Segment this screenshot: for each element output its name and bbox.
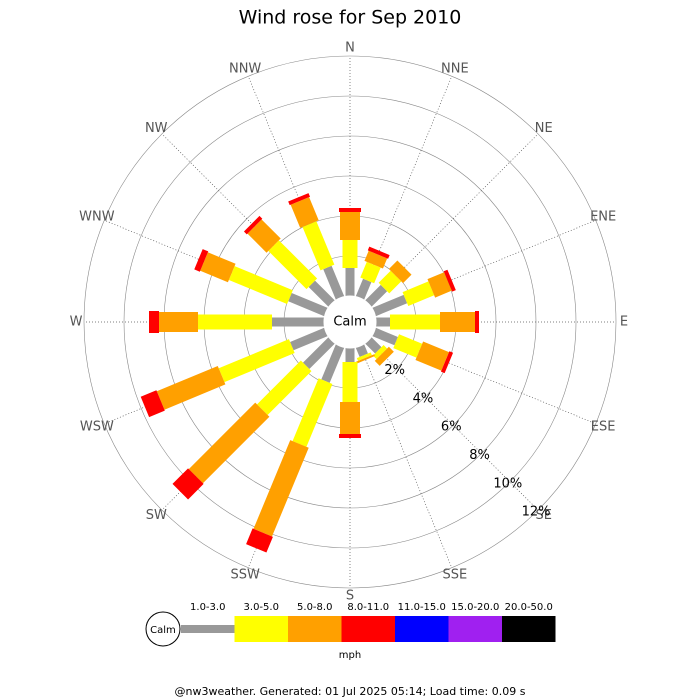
bar-segment [378, 270, 402, 294]
bar-segment [200, 252, 236, 283]
direction-label: NNE [441, 61, 469, 76]
direction-label: N [345, 41, 355, 56]
bar-segment [288, 292, 328, 317]
direction-label: SW [146, 508, 167, 523]
bar-segment [188, 402, 270, 484]
bar-segment [246, 528, 273, 553]
direction-label: WSW [80, 419, 114, 434]
bar-segment [218, 339, 295, 383]
footer: @nw3weather. Generated: 01 Jul 2025 05:1… [175, 685, 526, 698]
bar-segment [172, 468, 204, 500]
bar-segment [290, 327, 328, 351]
legend-swatch [288, 616, 342, 642]
r-tick-label: 2% [384, 363, 405, 378]
bar-segment [372, 327, 398, 346]
bar-segment [156, 365, 226, 410]
bar-segment [355, 278, 372, 300]
bar-segment [268, 240, 318, 290]
grid-ring [123, 95, 577, 549]
direction-label: ESE [591, 419, 616, 434]
r-tick-label: 10% [493, 476, 522, 491]
bar-segment [257, 360, 312, 415]
legend-label: 8.0-11.0 [347, 602, 389, 613]
bar-segment [388, 260, 412, 284]
direction-label: E [620, 315, 628, 330]
bar-segment [228, 266, 293, 305]
bar-segment [427, 272, 452, 298]
bar-segment [372, 344, 388, 360]
calm-circle [323, 295, 377, 349]
spoke [359, 345, 453, 568]
direction-label: WNW [79, 210, 115, 225]
legend-swatch [234, 616, 288, 642]
legend-swatch [341, 616, 395, 642]
legend-label: 3.0-5.0 [244, 602, 279, 613]
bar-segment [415, 341, 449, 371]
bar-segment [365, 337, 382, 354]
bar-segment [360, 261, 381, 284]
bar-segment [302, 221, 335, 271]
bar-segment [253, 440, 309, 537]
legend-label: 5.0-8.0 [297, 602, 332, 613]
bar-segment [364, 250, 388, 269]
bar-segment [321, 344, 345, 383]
bar-segment [308, 280, 335, 307]
bar-segment [194, 249, 209, 272]
direction-label: SE [536, 508, 552, 523]
calm-label: Calm [333, 315, 366, 330]
direction-label: ENE [590, 210, 616, 225]
r-tick-label: 12% [522, 505, 551, 520]
legend-swatch [448, 616, 502, 642]
legend-label: 11.0-15.0 [398, 602, 446, 613]
bar-segment [140, 390, 165, 418]
bar-segment [243, 215, 263, 235]
direction-label: NW [145, 121, 168, 136]
spoke [368, 340, 539, 511]
direction-label: S [346, 589, 354, 604]
legend-label: 20.0-50.0 [505, 602, 553, 613]
r-tick-label: 6% [441, 420, 462, 435]
bar-segment [290, 197, 319, 228]
units-label: mph [339, 650, 361, 661]
legend-label: 15.0-20.0 [451, 602, 499, 613]
legend-swatch [502, 616, 556, 642]
bar-segment [393, 334, 423, 358]
bar-segment [292, 378, 333, 447]
chart-title: Wind rose for Sep 2010 [239, 7, 462, 29]
bar-segment [374, 346, 394, 366]
bar-segment [356, 352, 372, 361]
direction-label: W [70, 315, 83, 330]
bar-segment [355, 344, 368, 357]
bar-segment [355, 354, 375, 364]
bar-segment [367, 246, 390, 259]
legend-calm [145, 611, 181, 647]
legend-calm-label: Calm [150, 625, 176, 636]
bar-segment [440, 351, 454, 374]
direction-label: NE [535, 121, 553, 136]
bar-segment [372, 294, 408, 317]
legend-label: 1.0-3.0 [190, 602, 225, 613]
bar-segment [365, 284, 388, 307]
bar-segment [323, 265, 345, 300]
direction-label: SSE [442, 568, 467, 583]
legend-swatch [181, 625, 235, 633]
direction-label: SSW [230, 568, 260, 583]
bar-segment [302, 337, 335, 370]
r-tick-label: 4% [413, 391, 434, 406]
bar-segment [402, 281, 435, 306]
direction-label: NNW [229, 61, 261, 76]
grid-ring [83, 55, 617, 589]
bar-segment [288, 193, 311, 206]
legend-swatch [395, 616, 449, 642]
bar-segment [443, 269, 456, 292]
bar-segment [247, 219, 281, 253]
r-tick-label: 8% [469, 448, 490, 463]
